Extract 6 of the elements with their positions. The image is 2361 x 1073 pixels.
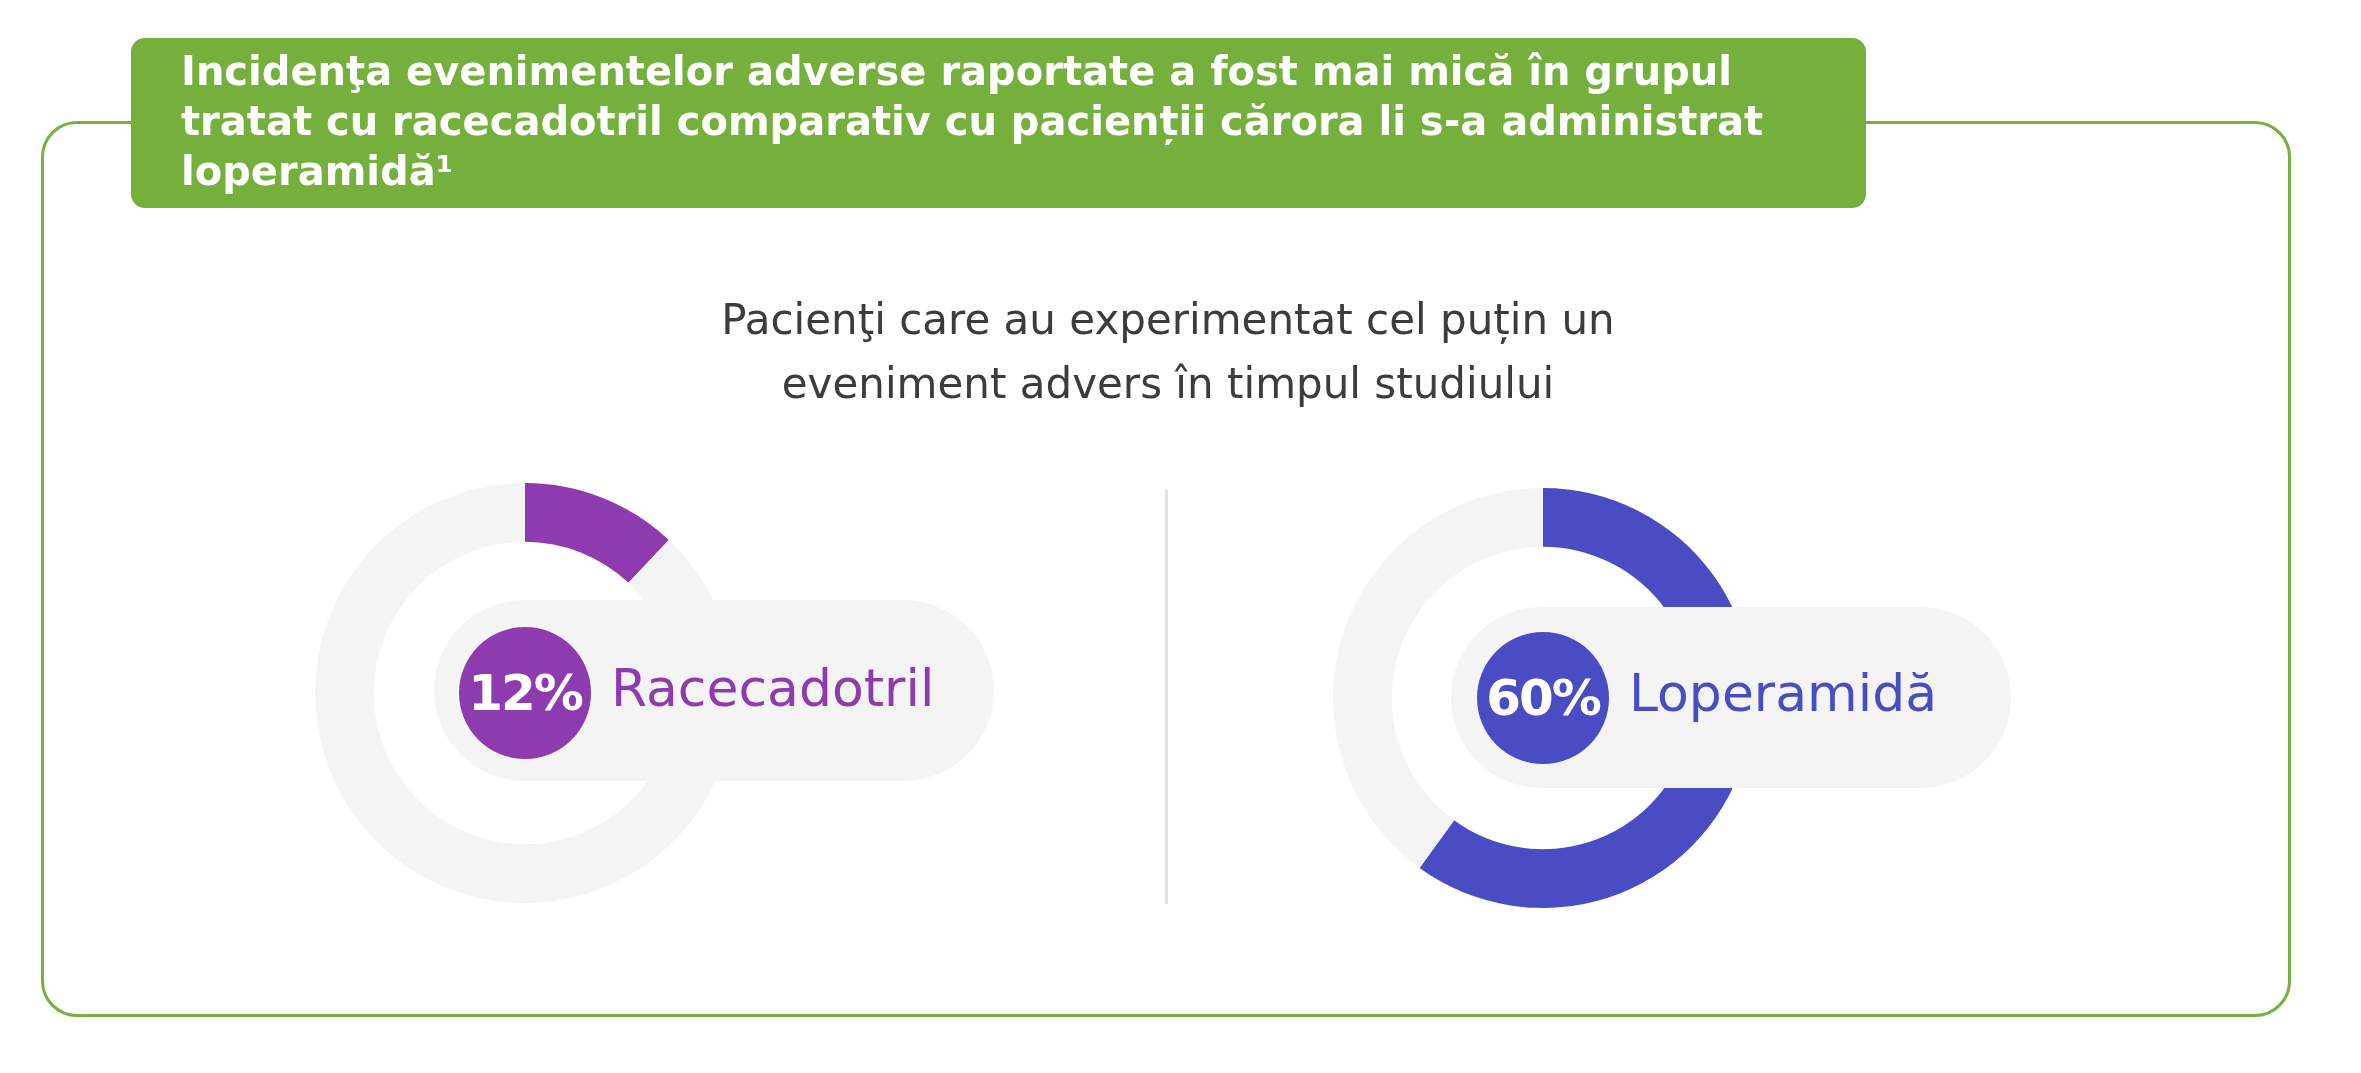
text: Pacienţi care au experimentat cel puțin un eveniment advers în timpul studiului: [720, 294, 1616, 410]
slice-label: Loperamidă: [1629, 663, 1938, 723]
data-label: 12%: [459, 627, 591, 759]
data-label: 60%: [1477, 632, 1609, 764]
chart-title: Incidenţa evenimentelor adverse raportate a fost mai mică în grupul tratat cu racecadotril comparativ cu pacienții cărora li s-a administrat loperamidă¹: [131, 38, 1866, 208]
slice-label: Racecadotril: [611, 658, 935, 718]
